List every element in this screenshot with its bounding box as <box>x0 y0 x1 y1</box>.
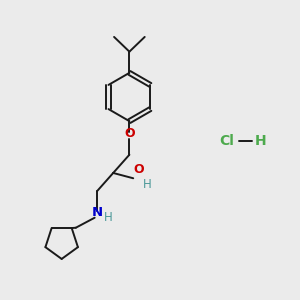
Text: H: H <box>255 134 266 148</box>
Text: O: O <box>134 163 144 176</box>
Text: Cl: Cl <box>219 134 234 148</box>
Text: O: O <box>124 127 135 140</box>
Text: N: N <box>92 206 103 219</box>
Text: H: H <box>104 211 112 224</box>
Text: H: H <box>142 178 152 191</box>
